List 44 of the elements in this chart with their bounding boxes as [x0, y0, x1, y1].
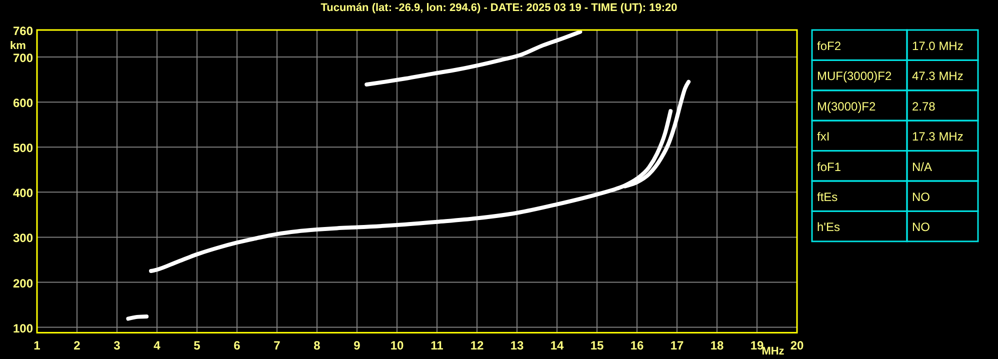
y-tick-label: 400	[12, 186, 34, 200]
y-tick-label: 500	[12, 141, 34, 156]
x-tick-label: 15	[590, 338, 604, 353]
x-tick-label: 18	[710, 338, 724, 353]
x-tick-label: 19	[750, 338, 764, 353]
category-label: foF1	[817, 160, 842, 174]
x-tick-label: 4	[154, 338, 161, 353]
x-tick-label: 2	[74, 338, 81, 353]
y-tick-label: 100	[12, 321, 34, 336]
x-tick-label: 9	[354, 338, 361, 353]
x-tick-label: 10	[390, 338, 404, 353]
x-tick-label: 13	[510, 338, 524, 353]
x-tick-label: 12	[470, 338, 484, 353]
text: N/A	[912, 160, 932, 174]
text: NO	[912, 220, 930, 234]
text: NO	[912, 190, 930, 204]
category-label: foF2	[817, 39, 842, 53]
x-tick-label: 6	[234, 338, 241, 353]
y-tick-label: 760	[12, 24, 34, 38]
y-tick-label: 300	[12, 231, 34, 246]
y-tick-label: 600	[12, 96, 34, 110]
x-tick-label: 8	[314, 338, 321, 353]
text: 17.3 MHz	[912, 130, 964, 144]
chart-title: Tucumán (lat: -26.9, lon: 294.6) - DATE: 2025 03 19 - TIME (UT): 19:20	[320, 2, 678, 14]
text: 47.3 MHz	[912, 69, 964, 84]
y-axis-title: km	[10, 40, 26, 52]
y-tick-label: 200	[12, 276, 34, 290]
category-label: ftEs	[817, 190, 838, 204]
x-tick-label: 11	[430, 338, 444, 353]
x-tick-label: 16	[630, 338, 644, 353]
x-tick-label: 14	[550, 338, 564, 353]
x-tick-label: 7	[274, 338, 281, 353]
x-tick-label: 1	[34, 338, 41, 353]
text: 17.0 MHz	[912, 39, 964, 53]
category-label: MUF(3000)F2	[817, 69, 892, 84]
x-tick-label: 5	[194, 338, 201, 353]
x-tick-label: 3	[114, 338, 121, 353]
x-tick-label: 20	[790, 338, 804, 353]
category-label: fxI	[817, 130, 830, 144]
category-label: M(3000)F2	[817, 99, 876, 114]
x-tick-label: 17	[670, 338, 684, 353]
y-tick-label: 700	[12, 51, 34, 66]
category-label: h'Es	[817, 220, 840, 234]
text: 2.78	[912, 99, 936, 114]
